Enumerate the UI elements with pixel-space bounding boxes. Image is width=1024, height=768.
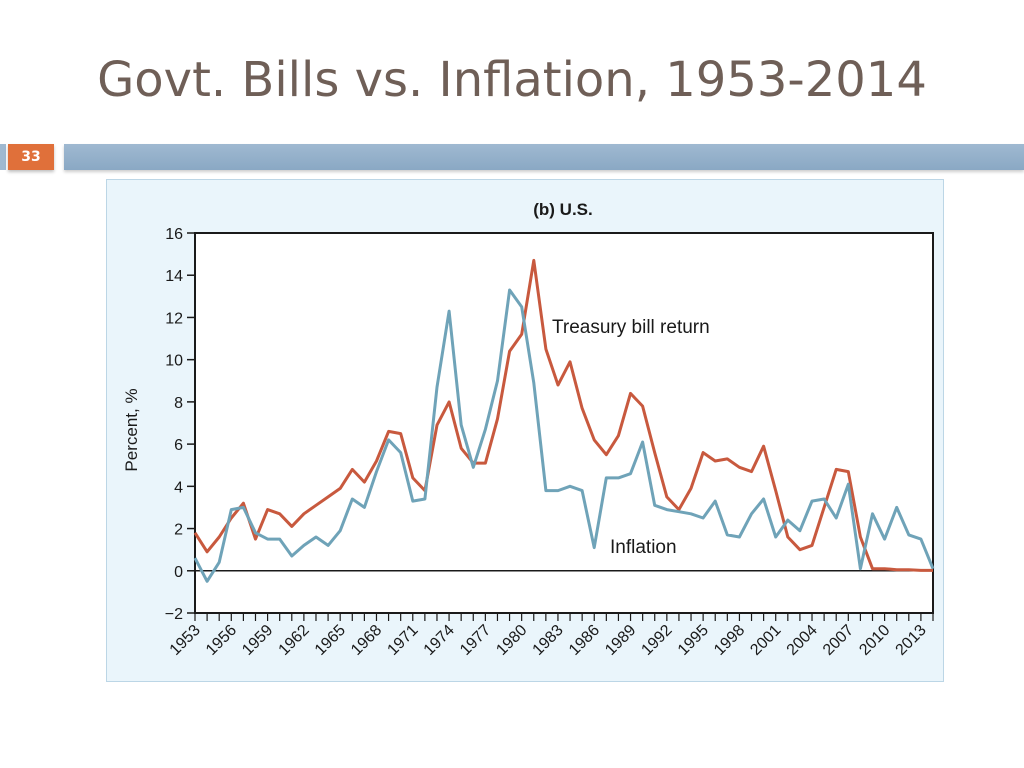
y-tick-label: 0 [174, 564, 183, 581]
x-tick-label: 1986 [566, 622, 603, 659]
x-tick-label: 1959 [239, 622, 276, 659]
x-tick-label: 2004 [784, 622, 821, 659]
slide-number: 33 [8, 144, 54, 170]
y-tick-label: 6 [174, 437, 183, 454]
y-tick-label: 12 [165, 310, 183, 327]
annotation-inflation: Inflation [610, 537, 677, 558]
x-tick-label: 1953 [167, 622, 204, 659]
x-tick-label: 1965 [312, 622, 349, 659]
x-tick-label: 1956 [203, 622, 240, 659]
series-line-treasury-bill-return [193, 258, 933, 572]
x-tick-label: 1980 [493, 622, 530, 659]
y-axis-label-group: Percent, % [122, 388, 141, 471]
chart-title: (b) U.S. [533, 200, 593, 219]
x-tick-label: 1998 [711, 622, 748, 659]
y-tick-label: 4 [174, 479, 183, 496]
y-tick-label: −2 [165, 606, 183, 623]
x-tick-label: 2007 [820, 622, 857, 659]
y-tick-label: 10 [165, 353, 183, 370]
x-tick-label: 1974 [421, 622, 458, 659]
header-bar [64, 144, 1024, 170]
x-tick-label: 1995 [675, 622, 712, 659]
y-axis-label: Percent, % [122, 388, 141, 471]
x-tick-label: 2001 [747, 622, 784, 659]
x-tick-label: 1992 [638, 622, 675, 659]
plot-frame [194, 232, 934, 614]
y-tick-label: 8 [174, 395, 183, 412]
series-layer [193, 258, 935, 583]
x-tick-label: 2010 [856, 622, 893, 659]
x-tick-label: 1983 [530, 622, 567, 659]
series-line-inflation [193, 288, 935, 583]
chart-figure: (b) U.S. Percent, % −2 0 2 4 6 8 10 12 14 16 1953 1… [106, 179, 944, 682]
annotation-treasury-bill-return: Treasury bill return [552, 317, 710, 338]
x-tick-label: 1971 [384, 622, 421, 659]
slide-title: Govt. Bills vs. Inflation, 1953-2014 [97, 52, 927, 108]
x-tick-label: 1977 [457, 622, 494, 659]
header-accent-bar [0, 144, 6, 170]
y-tick-label: 16 [165, 226, 183, 243]
x-tick-label: 2013 [893, 622, 930, 659]
x-tick-label: 1989 [602, 622, 639, 659]
y-tick-label: 14 [165, 268, 183, 285]
x-tick-label: 1962 [276, 622, 313, 659]
y-tick-label: 2 [174, 522, 183, 539]
x-tick-label: 1968 [348, 622, 385, 659]
